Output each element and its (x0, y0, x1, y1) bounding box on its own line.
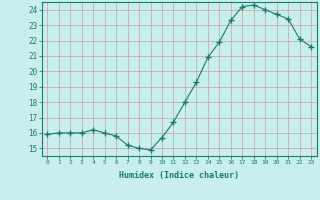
X-axis label: Humidex (Indice chaleur): Humidex (Indice chaleur) (119, 171, 239, 180)
